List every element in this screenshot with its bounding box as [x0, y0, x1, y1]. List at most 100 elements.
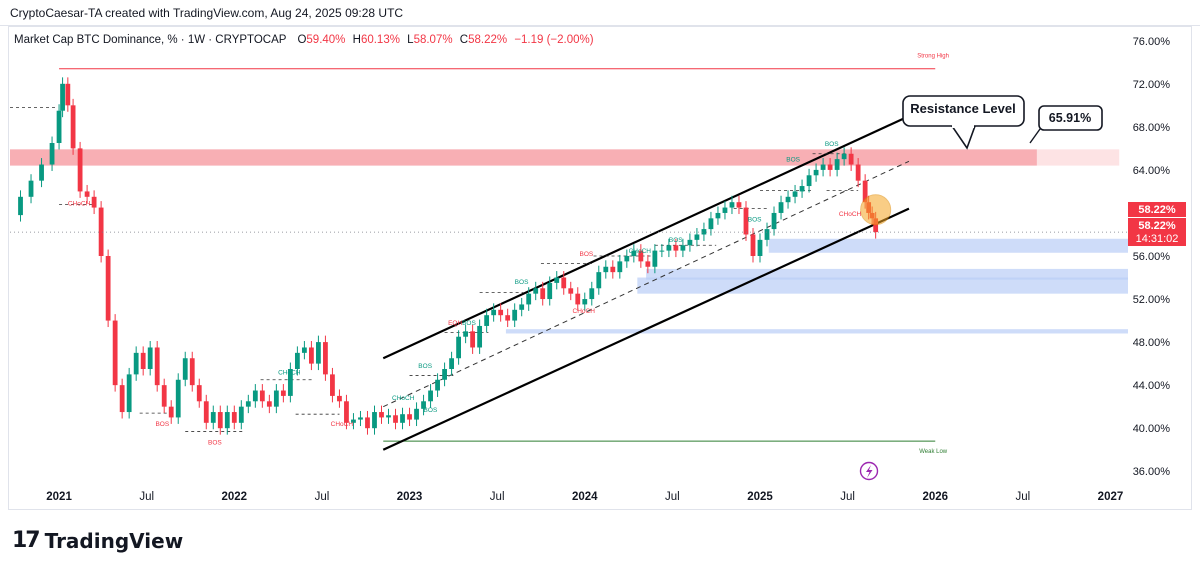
candle-body — [280, 390, 286, 396]
candle-body — [722, 207, 728, 213]
candle-body — [477, 325, 483, 348]
resistance-zone-extension — [1036, 149, 1120, 166]
candle-body — [372, 412, 377, 429]
candle — [344, 394, 349, 430]
candle-body — [505, 315, 511, 321]
candle-body — [309, 347, 314, 364]
candle — [18, 190, 23, 222]
candle-body — [154, 347, 160, 386]
structure-label: BOS — [462, 320, 476, 327]
candle-body — [764, 229, 770, 240]
candle-body — [217, 412, 223, 429]
candle-body — [554, 277, 560, 283]
structure-label: CHoCH — [629, 248, 652, 255]
legend-high-label: H — [353, 34, 361, 46]
channel-upper-line — [382, 115, 910, 360]
candle-body — [848, 153, 854, 165]
candle-body — [105, 256, 111, 321]
x-tick-label: Jul — [315, 491, 330, 503]
candle — [112, 314, 118, 392]
x-tick-label: Jul — [139, 491, 154, 503]
lightning-icon[interactable] — [859, 461, 879, 481]
x-tick-label: 2024 — [572, 491, 598, 503]
y-tick-label: 72.00% — [1133, 79, 1171, 91]
candle — [603, 260, 609, 279]
candle — [119, 378, 125, 419]
candle-body — [56, 110, 62, 143]
y-tick-label: 56.00% — [1133, 251, 1171, 263]
candle — [652, 244, 658, 274]
price-tag-2 — [1128, 218, 1186, 246]
candle-body — [456, 336, 462, 359]
price-tags: 58.22% 58.22% 14:31:02 — [1128, 202, 1186, 246]
candle — [449, 351, 454, 376]
structure-label: BOS — [748, 217, 762, 224]
candle-body — [617, 261, 623, 273]
candle-body — [743, 207, 749, 235]
legend-low: 58.07% — [414, 34, 453, 46]
candle-body — [652, 250, 658, 267]
legend-open: 59.40% — [306, 34, 345, 46]
candle-body — [435, 379, 440, 391]
candle-body — [624, 256, 630, 262]
legend-high: 60.13% — [361, 34, 400, 46]
x-tick-label: 2021 — [46, 491, 72, 503]
x-tick-label: Jul — [665, 491, 680, 503]
candle — [98, 201, 104, 263]
candle-body — [806, 175, 812, 187]
candle-body — [666, 245, 672, 251]
candle — [533, 281, 539, 301]
resistance-value-box — [1038, 105, 1103, 131]
candle — [806, 168, 812, 193]
candle — [841, 147, 847, 166]
candle-body — [231, 412, 237, 423]
structure-label: CHoCH — [68, 200, 91, 207]
candle-body — [736, 202, 742, 208]
candle — [126, 367, 132, 419]
candle-body — [512, 309, 518, 321]
candle-body — [273, 390, 279, 407]
candle — [638, 244, 644, 268]
candle-body — [60, 83, 65, 111]
resistance-zone — [10, 149, 1037, 166]
candle — [224, 405, 230, 435]
resistance-value: 65.91% — [1049, 111, 1091, 125]
candle-body — [533, 288, 539, 294]
candle — [435, 373, 440, 397]
candle-body — [757, 239, 763, 256]
tradingview-logo[interactable]: 17 TradingView — [12, 528, 183, 553]
candle-body — [540, 288, 546, 300]
candle-body — [463, 331, 469, 337]
structure-label: BOS — [424, 407, 438, 414]
candle-body — [98, 207, 104, 256]
x-tick-label: 2023 — [397, 491, 423, 503]
candle-body — [182, 358, 188, 380]
candle — [28, 174, 34, 204]
y-tick-label: 68.00% — [1133, 122, 1171, 134]
candle-body — [168, 406, 174, 418]
candle — [379, 405, 384, 424]
structure-label: CHoCH — [331, 421, 354, 428]
candle-body — [778, 202, 784, 213]
candle — [182, 351, 188, 387]
candle-body — [596, 272, 602, 289]
candle — [133, 346, 139, 381]
tradingview-logo-icon: 17 — [12, 528, 41, 553]
candle — [323, 335, 328, 381]
annotations: Strong High Weak Low Resistance Level 65… — [859, 54, 1186, 481]
candle — [792, 184, 798, 204]
demand-zone — [646, 268, 1128, 280]
candle — [568, 281, 574, 301]
candle — [477, 319, 483, 354]
channel-mid-line — [383, 160, 910, 408]
header-bar: CryptoCaesar-TA created with TradingView… — [0, 0, 1200, 26]
candle-body — [358, 417, 363, 420]
candle-body — [841, 153, 847, 160]
structure-label: BOS — [825, 141, 839, 148]
candle-body — [386, 415, 391, 418]
candle — [715, 206, 721, 225]
candle-body — [175, 379, 181, 418]
candle-body — [701, 229, 707, 235]
